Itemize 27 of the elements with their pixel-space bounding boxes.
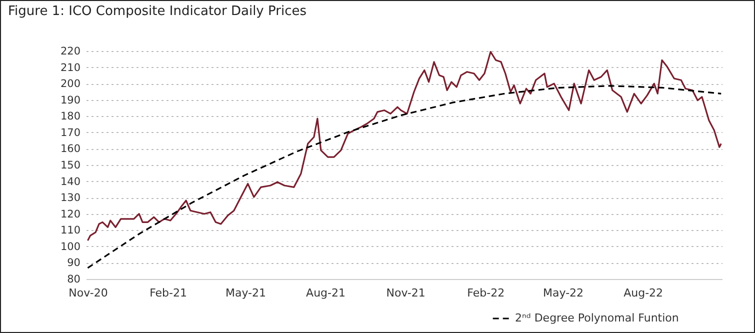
y-tick-label: 120 xyxy=(60,208,80,220)
y-tick-label: 170 xyxy=(60,126,80,139)
chart-title: Figure 1: ICO Composite Indicator Daily Prices xyxy=(8,4,307,19)
x-tick-label: Aug-21 xyxy=(306,286,346,300)
x-tick-label: Nov-20 xyxy=(68,286,108,300)
y-tick-label: 210 xyxy=(60,62,80,74)
x-tick-label: Nov-21 xyxy=(386,286,426,300)
line-series xyxy=(86,51,722,242)
y-tick-label: 130 xyxy=(60,192,80,204)
x-tick-label: Feb-22 xyxy=(467,286,505,300)
x-tick-label: Feb-21 xyxy=(150,286,188,300)
y-tick-label: 100 xyxy=(60,240,80,253)
x-tick-label: Aug-22 xyxy=(624,286,664,300)
y-tick-label: 180 xyxy=(60,110,80,123)
y-tick-label: 160 xyxy=(60,143,80,156)
y-tick-label: 220 xyxy=(60,46,80,58)
x-tick-label: May-21 xyxy=(225,286,266,300)
y-tick-label: 190 xyxy=(60,94,80,106)
x-tick-label: May-22 xyxy=(543,286,584,300)
y-tick-label: 90 xyxy=(67,257,80,270)
line-series xyxy=(86,85,722,269)
legend-label: 2ⁿᵈ Degree Polynomal Funtion xyxy=(515,312,679,324)
y-tick-label: 200 xyxy=(60,78,80,90)
y-tick-label: 110 xyxy=(60,224,80,237)
y-tick-label: 140 xyxy=(60,176,80,188)
y-tick-label: 80 xyxy=(67,274,80,286)
y-tick-label: 150 xyxy=(60,160,80,172)
